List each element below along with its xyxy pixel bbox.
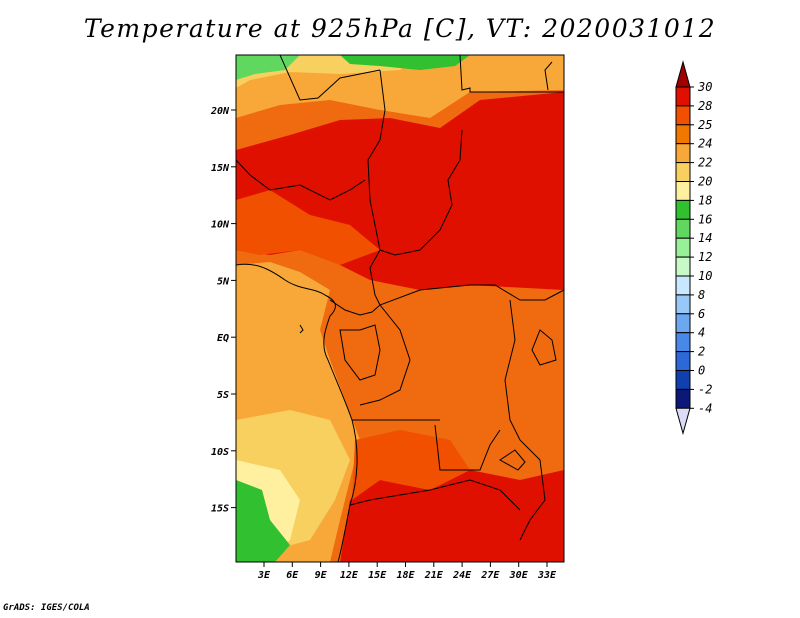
colorbar-top-arrow [675, 60, 691, 88]
colorbar-label: 8 [698, 288, 705, 302]
colorbar-segment [675, 256, 691, 277]
lat-tick-label: 5S [217, 390, 229, 401]
lat-tick-label: 5N [217, 276, 230, 287]
field-north-green [340, 55, 470, 70]
lon-tick-label: 9E [315, 570, 328, 581]
lat-tick-label: EQ [217, 333, 229, 344]
lon-tick-label: 18E [396, 570, 415, 581]
colorbar-label: 28 [698, 99, 712, 113]
lon-tick-label: 27E [480, 570, 500, 581]
lon-tick-label: 24E [452, 570, 472, 581]
colorbar-label: 0 [698, 364, 705, 378]
colorbar-segment [675, 313, 691, 334]
colorbar-segment [675, 124, 691, 145]
colorbar-segment [675, 105, 691, 126]
colorbar-label: 2 [698, 345, 705, 359]
lon-tick-label: 15E [368, 570, 387, 581]
colorbar-segment [675, 332, 691, 353]
colorbar-label: 25 [698, 118, 712, 132]
colorbar-label: 12 [698, 250, 712, 264]
colorbar-segment [675, 388, 691, 409]
field-sahel-west [236, 190, 380, 265]
map-title: Temperature at 925hPa [C], VT: 202003101… [83, 14, 717, 43]
lon-tick-label: 3E [257, 570, 271, 581]
colorbar-label: 24 [698, 137, 712, 151]
colorbar-label: 16 [698, 212, 712, 226]
lon-tick-label: 33E [537, 570, 557, 581]
map-field [236, 55, 564, 562]
colorbar-segment [675, 370, 691, 390]
colorbar-segment [675, 218, 691, 239]
lat-tick-label: 15N [211, 163, 230, 174]
colorbar-label: 6 [698, 307, 705, 321]
field-atlantic-green [236, 480, 290, 562]
colorbar-segment [675, 237, 691, 258]
lon-tick-label: 21E [424, 570, 444, 581]
colorbar-bottom-arrow [675, 407, 691, 436]
colorbar-label: 10 [698, 269, 712, 283]
borders [236, 55, 564, 562]
lon-tick-label: 12E [340, 570, 359, 581]
colorbar-segment [675, 294, 691, 315]
colorbar-segment [675, 86, 691, 107]
colorbar-segment [675, 143, 691, 164]
colorbar-label: 20 [698, 175, 712, 189]
colorbar-label: 22 [698, 156, 712, 170]
colorbar-label: 4 [698, 326, 705, 340]
colorbar-label: 18 [698, 193, 712, 207]
lat-tick-label: 10N [211, 220, 230, 231]
lat-tick-label: 15S [211, 504, 229, 515]
credit-text: GrADS: IGES/COLA [3, 603, 90, 613]
colorbar-label: 14 [698, 231, 712, 245]
colorbar-segment [675, 275, 691, 296]
colorbar-segment [675, 199, 691, 220]
lon-tick-label: 30E [509, 570, 529, 581]
lon-tick-label: 6E [286, 570, 299, 581]
longitude-axis: 3E 6E 9E 12E 15E 18E 21E 24E 27E 30E 33E [257, 562, 557, 581]
field-south-hot [340, 470, 564, 562]
field-north-green2 [236, 55, 300, 80]
colorbar-segment [675, 351, 691, 372]
colorbar-segment [675, 181, 691, 201]
latitude-axis: 20N 15N 10N 5N EQ 5S 10S 15S [210, 106, 236, 515]
lat-tick-label: 20N [210, 106, 230, 117]
field-congo [340, 290, 520, 430]
map-frame [235, 54, 565, 563]
field-south-mid [352, 430, 470, 500]
colorbar-label: -2 [698, 382, 712, 396]
colorbar-segment [675, 162, 691, 183]
lat-tick-label: 10S [211, 447, 229, 458]
colorbar-label: 30 [697, 80, 712, 94]
colorbar-label: -4 [698, 401, 712, 415]
